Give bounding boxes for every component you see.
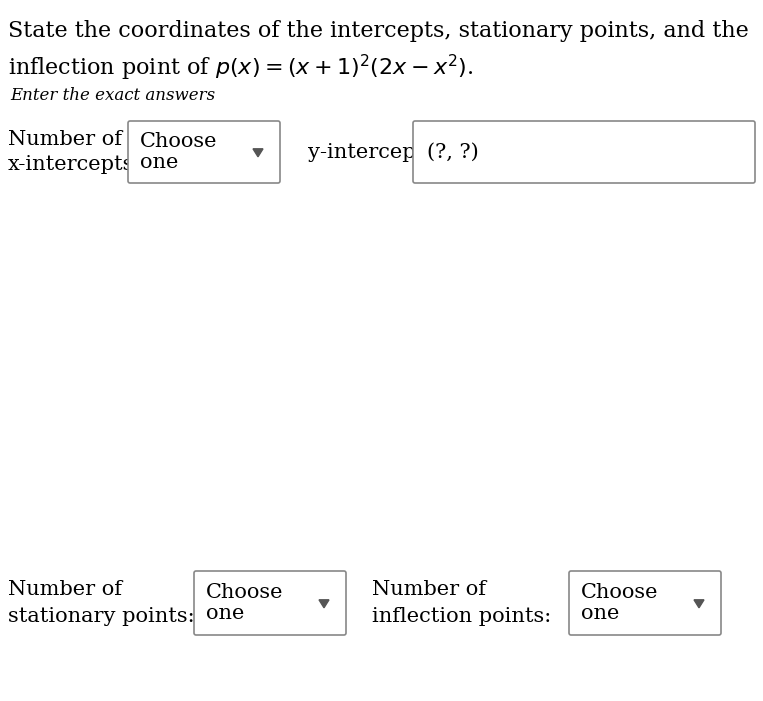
Text: one: one: [581, 604, 620, 623]
Text: inflection point of $p(x) = (x + 1)^{2}(2x - x^{2})$.: inflection point of $p(x) = (x + 1)^{2}(…: [8, 53, 473, 83]
Text: Choose: Choose: [206, 583, 284, 601]
Text: Enter the exact answers: Enter the exact answers: [10, 87, 215, 104]
Text: x-intercepts:: x-intercepts:: [8, 155, 141, 175]
Polygon shape: [319, 600, 329, 608]
Text: one: one: [140, 153, 179, 172]
Text: one: one: [206, 604, 244, 623]
FancyBboxPatch shape: [194, 571, 346, 635]
Text: stationary points:: stationary points:: [8, 606, 195, 626]
FancyBboxPatch shape: [128, 121, 280, 183]
Polygon shape: [253, 149, 263, 157]
Polygon shape: [694, 600, 704, 608]
Text: y-intercept:: y-intercept:: [308, 142, 431, 161]
Text: Number of: Number of: [8, 580, 122, 599]
FancyBboxPatch shape: [569, 571, 721, 635]
Text: Number of: Number of: [8, 130, 122, 149]
Text: Number of: Number of: [372, 580, 486, 599]
Text: Choose: Choose: [581, 583, 658, 601]
Text: inflection points:: inflection points:: [372, 606, 551, 626]
FancyBboxPatch shape: [413, 121, 755, 183]
Text: State the coordinates of the intercepts, stationary points, and the: State the coordinates of the intercepts,…: [8, 20, 749, 42]
Text: Choose: Choose: [140, 132, 217, 151]
Text: (?, ?): (?, ?): [427, 142, 478, 161]
